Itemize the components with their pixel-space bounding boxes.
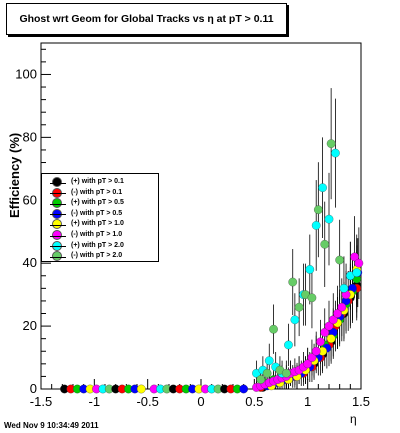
legend-entry: (+) with pT > 1.0 [42,219,158,230]
y-axis-label: Efficiency (%) [7,132,22,218]
y-tick-label: 0 [30,381,37,396]
legend-marker [50,177,66,187]
data-point [324,321,334,331]
legend-label: (+) with pT > 0.1 [71,178,124,185]
legend-marker [50,208,66,219]
data-point [264,356,274,366]
legend: (+) with pT > 0.1 (-) with pT > 0.1 (+) wi… [41,173,159,262]
data-point [256,375,266,384]
data-point [288,277,298,287]
legend-entry: (-) with pT > 1.0 [42,230,158,241]
data-point [328,315,338,325]
legend-marker [50,251,66,262]
data-point [305,265,315,274]
data-point [354,258,364,268]
y-tick-label: 100 [15,66,37,81]
x-tick-label: -1 [89,394,101,409]
x-tick-label: 1.5 [352,394,370,409]
timestamp: Wed Nov 9 10:34:49 2011 [4,421,99,430]
chart-title: Ghost wrt Geom for Global Tracks vs η at… [19,13,274,25]
data-point [339,283,349,293]
legend-entry: (-) with pT > 0.1 [42,187,158,199]
y-tick-label: 60 [23,192,37,207]
legend-marker [50,198,66,209]
legend-label: (+) with pT > 0.5 [71,199,124,207]
legend-label: (-) with pT > 0.5 [71,209,123,217]
data-point [281,368,291,378]
data-point [320,328,330,337]
data-point [318,183,327,193]
data-point [239,384,249,394]
data-point [311,346,321,356]
legend-label: (+) with pT > 1.0 [71,220,124,228]
legend-entry: (+) with pT > 0.1 [42,177,158,188]
legend-entry: (-) with pT > 0.5 [42,208,158,220]
legend-marker [50,187,66,198]
data-point [136,384,146,394]
legend-marker [50,230,66,240]
data-point [294,302,304,312]
legend-label: (-) with pT > 1.0 [71,231,123,238]
legend-label: (-) with pT > 2.0 [71,252,123,260]
data-point [350,252,359,262]
data-point [303,359,313,369]
data-point [307,293,317,303]
data-point [262,368,272,378]
data-point [337,302,347,312]
data-point [324,214,334,224]
data-point [316,337,325,347]
data-point [326,139,336,149]
data-points [60,139,364,394]
data-point [290,315,300,325]
x-tick-label: 0.5 [245,394,263,409]
y-tick-label: 40 [23,255,37,270]
y-tick-label: 80 [23,129,37,144]
data-point [326,334,336,344]
data-point [284,340,293,350]
data-point [307,353,317,362]
x-tick-label: -1.5 [30,394,52,409]
legend-entry: (-) with pT > 2.0 [42,251,158,262]
data-point [333,309,342,318]
data-point [331,148,340,158]
x-tick-label: -0.5 [136,394,158,409]
chart-title-box: Ghost wrt Geom for Global Tracks vs η at… [6,3,287,35]
legend-marker [50,240,66,251]
legend-label: (-) with pT > 0.1 [71,188,123,196]
data-point [320,239,330,249]
data-point [335,255,345,265]
legend-marker [50,219,66,230]
x-axis-label: η [350,412,357,426]
legend-entry: (+) with pT > 0.5 [42,198,158,209]
x-tick-label: 0 [197,394,204,409]
x-tick-label: 1 [304,394,311,409]
legend-entry: (+) with pT > 2.0 [42,240,158,252]
data-point [311,221,321,230]
data-point [352,268,362,277]
data-point [269,324,278,334]
data-point [313,205,323,215]
legend-label: (+) with pT > 2.0 [71,241,124,249]
y-tick-label: 20 [23,318,37,333]
